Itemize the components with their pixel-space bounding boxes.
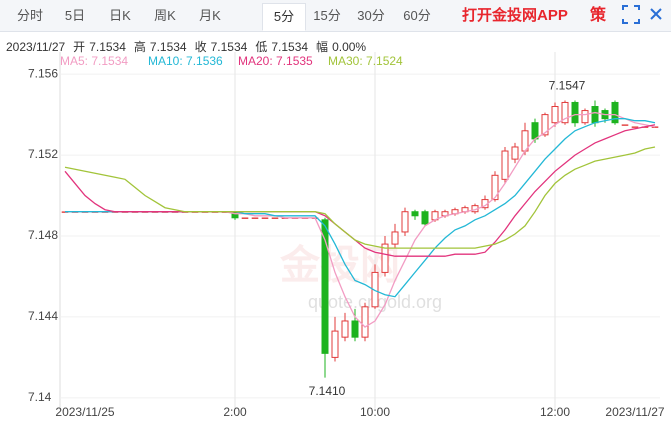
- candle-body: [511, 146, 519, 160]
- candle-body: [531, 122, 539, 140]
- candle-body: [421, 211, 429, 225]
- x-tick-label: 10:00: [360, 405, 390, 419]
- info-label: 开: [73, 40, 86, 54]
- extreme-label: 7.1410: [309, 384, 346, 398]
- candle-body: [631, 126, 639, 128]
- tab[interactable]: 5分: [262, 3, 306, 31]
- legend-entry: MA10: 7.1536: [148, 54, 223, 68]
- info-label: 收: [194, 40, 207, 54]
- y-tick-label: 7.156: [28, 66, 58, 80]
- candle-body: [331, 330, 339, 358]
- y-tick-label: 7.144: [28, 309, 58, 323]
- candle-body: [611, 101, 619, 124]
- y-tick-label: 7.152: [28, 147, 58, 161]
- candle-body: [581, 110, 589, 124]
- extreme-label: 7.1547: [549, 79, 586, 93]
- toolbar-icons: [622, 5, 662, 24]
- candle-body: [351, 320, 359, 338]
- candle-body: [501, 150, 509, 180]
- candle-body: [241, 217, 249, 219]
- app-link[interactable]: 打开金投网APP: [462, 7, 568, 24]
- candle-body: [571, 101, 579, 124]
- info-label: 高: [133, 40, 146, 54]
- info-value: 7.1534: [271, 40, 309, 54]
- tab-bar: 打开金投网APP 策 分时 5日 日K 周K 月K 5分 15分 30分 60分: [0, 0, 671, 32]
- candle-body: [271, 217, 279, 219]
- candle-body: [321, 219, 329, 354]
- legend-entry: MA30: 7.1524: [328, 54, 403, 68]
- candle-body: [401, 211, 409, 233]
- info-label: 低: [255, 40, 268, 54]
- y-tick-label: 7.14: [28, 390, 52, 404]
- legend-entry: MA5: 7.1534: [60, 54, 128, 68]
- x-tick-label: 2:00: [223, 405, 247, 419]
- tab[interactable]: 日K: [109, 8, 131, 23]
- tab[interactable]: 周K: [154, 8, 176, 23]
- info-value: 0.00%: [332, 40, 367, 54]
- info-date: 2023/11/27: [6, 40, 66, 54]
- strategy-icon[interactable]: 策: [590, 7, 607, 24]
- close-icon[interactable]: [650, 8, 662, 20]
- candle-body: [261, 217, 269, 219]
- info-value: 7.1534: [210, 40, 248, 54]
- candle-body: [361, 306, 369, 338]
- watermark-brand: 金投网: [279, 243, 400, 288]
- ma-line: [64, 124, 656, 257]
- tab[interactable]: 分时: [16, 8, 43, 23]
- legend-entry: MA20: 7.1535: [238, 54, 313, 68]
- candle-body: [371, 271, 379, 308]
- tab[interactable]: 5日: [64, 8, 86, 23]
- candle-body: [561, 101, 569, 124]
- candle-body: [381, 243, 389, 273]
- candle-body: [651, 126, 659, 128]
- fullscreen-icon[interactable]: [622, 5, 640, 24]
- ma-line: [64, 146, 656, 249]
- candle-body: [411, 211, 419, 217]
- info-label: 幅: [316, 40, 329, 54]
- tab[interactable]: 月K: [199, 8, 221, 23]
- tab[interactable]: 60分: [403, 8, 431, 23]
- tab[interactable]: 30分: [357, 8, 385, 23]
- candle-body: [541, 114, 549, 136]
- quote-info: 2023/11/27 开 7.1534 高 7.1534 收 7.1534 低 7.1534 幅 0…: [6, 38, 366, 55]
- info-value: 7.1534: [89, 40, 126, 54]
- candle-body: [341, 320, 349, 338]
- x-tick-label: 2023/11/25: [55, 405, 114, 419]
- candle-body: [591, 106, 599, 124]
- candle-body: [391, 231, 399, 245]
- candle-body: [491, 174, 499, 201]
- x-tick-label: 2023/11/27: [605, 405, 664, 419]
- candle-body: [551, 106, 559, 124]
- info-value: 7.1534: [149, 40, 187, 54]
- candle-body: [621, 124, 629, 126]
- candle-body: [251, 217, 259, 219]
- x-tick-label: 12:00: [540, 405, 570, 419]
- y-tick-label: 7.148: [28, 228, 58, 242]
- tab[interactable]: 15分: [313, 8, 341, 23]
